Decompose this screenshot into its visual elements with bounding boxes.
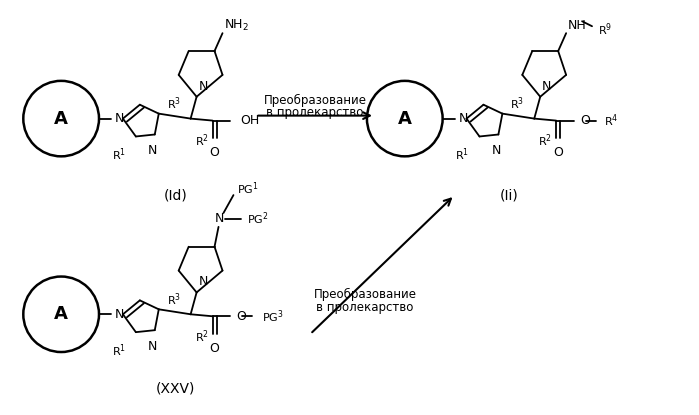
Text: N: N — [115, 112, 124, 125]
Text: N: N — [491, 144, 501, 157]
Text: N: N — [148, 340, 157, 353]
Text: R$^9$: R$^9$ — [598, 21, 612, 37]
Text: A: A — [55, 305, 68, 323]
Text: R$^1$: R$^1$ — [456, 146, 470, 163]
Text: R$^4$: R$^4$ — [604, 112, 619, 129]
Text: в пролекарство: в пролекарство — [266, 106, 363, 119]
Text: R$^2$: R$^2$ — [194, 328, 208, 345]
Text: A: A — [398, 110, 412, 127]
Text: в пролекарство: в пролекарство — [316, 301, 414, 314]
Text: R$^3$: R$^3$ — [510, 95, 524, 112]
Text: R$^1$: R$^1$ — [112, 146, 126, 163]
Text: O: O — [580, 114, 590, 127]
Text: N: N — [459, 112, 468, 125]
Text: PG$^1$: PG$^1$ — [238, 181, 259, 198]
Text: OH: OH — [240, 114, 260, 127]
Text: R$^3$: R$^3$ — [167, 95, 181, 112]
Text: NH$_2$: NH$_2$ — [224, 18, 250, 33]
Text: PG$^3$: PG$^3$ — [262, 308, 284, 325]
Text: N: N — [199, 276, 208, 288]
Text: A: A — [55, 110, 68, 127]
Text: N: N — [115, 308, 124, 321]
Text: O: O — [210, 342, 219, 355]
Text: R$^1$: R$^1$ — [112, 342, 126, 359]
Text: PG$^2$: PG$^2$ — [247, 211, 269, 227]
Text: R$^3$: R$^3$ — [167, 291, 181, 308]
Text: (Id): (Id) — [164, 188, 187, 202]
Text: N: N — [199, 80, 208, 93]
Text: N: N — [215, 212, 224, 225]
Text: O: O — [236, 310, 246, 323]
Text: O: O — [553, 146, 563, 159]
Text: R$^2$: R$^2$ — [194, 132, 208, 149]
Text: N: N — [148, 144, 157, 157]
Text: NH: NH — [568, 19, 587, 32]
Text: (Ii): (Ii) — [500, 188, 519, 202]
Text: (XXV): (XXV) — [156, 382, 196, 396]
Text: Преобразование: Преобразование — [313, 288, 417, 301]
Text: R$^2$: R$^2$ — [538, 132, 552, 149]
Text: N: N — [542, 80, 552, 93]
Text: Преобразование: Преобразование — [264, 94, 367, 107]
Text: O: O — [210, 146, 219, 159]
